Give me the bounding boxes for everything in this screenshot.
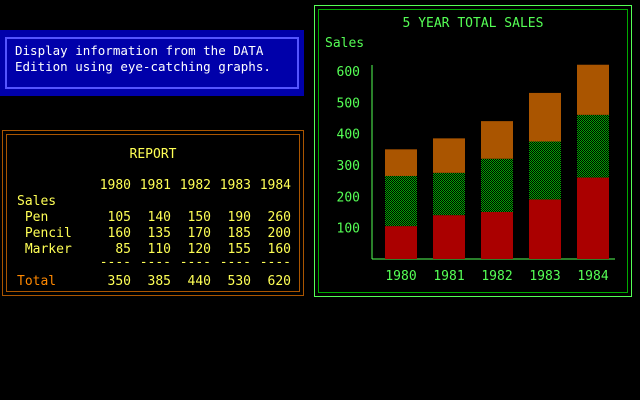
chart-x-tick-label: 1983 (529, 269, 560, 284)
info-panel-frame: Display information from the DATA Edition… (5, 37, 299, 89)
info-line-2: Edition using eye-catching graphs. (15, 59, 271, 74)
chart-bar-marker (481, 121, 513, 159)
chart-y-tick-label: 300 (337, 159, 360, 174)
report-divider: ---- (219, 255, 251, 270)
chart-x-tick-label: 1982 (481, 269, 512, 284)
report-cell: 160 (107, 226, 131, 241)
chart-panel-frame (318, 9, 628, 293)
report-panel-frame: REPORT 1980 1981 1982 1983 1984 Sales Pe… (6, 134, 300, 292)
stacked-bar-chart: 100 200 300 400 500 600 1980 1981 1982 1983 1984 (337, 64, 615, 284)
report-row-label: Marker (17, 242, 72, 257)
chart-x-tick-label: 1981 (433, 269, 464, 284)
report-year-header: 1981 (139, 178, 171, 193)
chart-y-tick-label: 100 (337, 222, 360, 237)
report-total-cell: 350 (107, 274, 131, 289)
chart-bar-pen (577, 177, 609, 259)
report-cell: 150 (187, 210, 211, 225)
report-cell: 140 (147, 210, 171, 225)
chart-bar-marker (529, 92, 561, 142)
report-cell: 190 (227, 210, 251, 225)
chart-x-tick-label: 1980 (385, 269, 416, 284)
report-row-pencil: Pencil 160 135 170 185 200 (7, 226, 303, 242)
chart-bar-marker (385, 149, 417, 176)
report-row-label: Pen (17, 210, 49, 225)
chart-y-tick-label: 500 (337, 96, 360, 111)
chart-bar-pencil (577, 114, 609, 178)
report-total-label: Total (17, 274, 57, 289)
report-cell: 85 (115, 242, 131, 257)
report-total-cell: 620 (267, 274, 291, 289)
chart-bar-pen (481, 212, 513, 259)
chart-bar-pen (385, 226, 417, 259)
chart-y-axis-label: Sales (325, 36, 365, 51)
report-total-cell: 385 (147, 274, 171, 289)
chart-x-tick-label: 1984 (577, 269, 608, 284)
report-row-marker: Marker 85 110 120 155 160 (7, 242, 303, 258)
report-cell: 185 (227, 226, 251, 241)
report-total-cell: 530 (227, 274, 251, 289)
report-title: REPORT (129, 147, 177, 162)
report-cell: 120 (187, 242, 211, 257)
chart-bar-marker (577, 64, 609, 115)
report-year-header: 1984 (259, 178, 291, 193)
report-year-header: 1982 (179, 178, 211, 193)
report-total-cell: 440 (187, 274, 211, 289)
report-divider: ---- (99, 255, 131, 270)
chart-bar-pencil (481, 158, 513, 212)
report-header-row: 1980 1981 1982 1983 1984 (7, 178, 303, 194)
report-cell: 200 (267, 226, 291, 241)
chart-title: 5 YEAR TOTAL SALES (402, 16, 544, 31)
info-line-1: Display information from the DATA (15, 43, 264, 58)
report-cell: 155 (227, 242, 251, 257)
chart-bar-pen (433, 215, 465, 259)
chart-bar-marker (433, 138, 465, 173)
report-cell: 170 (187, 226, 211, 241)
report-sales-heading: Sales (7, 194, 303, 210)
report-row-label: Pencil (17, 226, 72, 241)
report-row-pen: Pen 105 140 150 190 260 (7, 210, 303, 226)
report-cell: 110 (147, 242, 171, 257)
chart-panel: 5 YEAR TOTAL SALES Sales (314, 5, 632, 297)
chart-bar-pencil (433, 172, 465, 216)
info-panel: Display information from the DATA Edition… (0, 30, 304, 96)
report-divider: ---- (139, 255, 171, 270)
chart-bar-pen (529, 199, 561, 259)
report-sales-label: Sales (17, 194, 57, 209)
report-panel: REPORT 1980 1981 1982 1983 1984 Sales Pe… (2, 130, 304, 296)
report-divider: ---- (259, 255, 291, 270)
chart-y-tick-label: 600 (337, 65, 360, 80)
report-cell: 135 (147, 226, 171, 241)
report-divider: ---- (179, 255, 211, 270)
report-cell: 105 (107, 210, 131, 225)
report-divider-row: ---- ---- ---- ---- ---- (7, 255, 303, 271)
chart-bar-pencil (529, 141, 561, 200)
chart-y-tick-label: 200 (337, 190, 360, 205)
report-year-header: 1980 (99, 178, 131, 193)
chart-y-tick-label: 400 (337, 128, 360, 143)
report-cell: 260 (267, 210, 291, 225)
report-year-header: 1983 (219, 178, 251, 193)
chart-bar-pencil (385, 175, 417, 227)
report-total-row: Total 350 385 440 530 620 (7, 274, 303, 290)
report-cell: 160 (267, 242, 291, 257)
